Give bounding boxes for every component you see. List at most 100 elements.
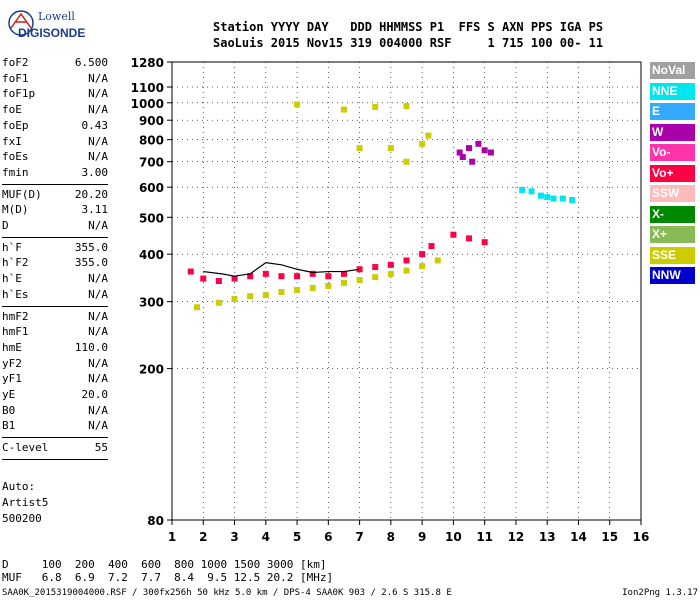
echo-point — [387, 145, 394, 152]
param-value: 20.20 — [74, 187, 108, 201]
param-value: N/A — [88, 71, 108, 85]
auto-label: Auto: — [2, 480, 36, 493]
echo-point — [340, 270, 347, 277]
echo-point — [403, 158, 410, 165]
footer-distance: D 100 200 400 600 800 1000 1500 3000 [km… — [2, 558, 327, 571]
param-value: 355.0 — [74, 256, 108, 270]
x-tick-label: 16 — [633, 530, 650, 544]
param-row: foF1p N/A — [2, 87, 108, 103]
echo-point — [262, 292, 269, 299]
echo-point — [340, 106, 347, 113]
param-row: hmF1 N/A — [2, 325, 108, 341]
y-tick-label: 600 — [139, 181, 164, 195]
echo-point — [481, 147, 488, 154]
param-value: N/A — [88, 87, 108, 101]
echo-point — [475, 140, 482, 147]
y-tick-label: 80 — [147, 514, 164, 528]
param-value: N/A — [88, 403, 108, 417]
param-row: yE 20.0 — [2, 388, 108, 404]
x-tick-label: 9 — [418, 530, 426, 544]
axis-ticks: 1 2 3 4 5 6 7 8 9 10 11 12 13 14 15 1680200300400500600… — [131, 56, 650, 544]
x-tick-label: 7 — [355, 530, 363, 544]
param-value: 3.00 — [81, 165, 109, 179]
echo-point — [403, 267, 410, 274]
echo-point — [262, 270, 269, 277]
echo-point — [559, 195, 566, 202]
y-tick-label: 900 — [139, 114, 164, 128]
legend-item: X+ — [650, 226, 695, 243]
param-separator — [2, 183, 108, 185]
y-tick-label: 400 — [139, 248, 164, 262]
echo-point — [294, 286, 301, 293]
param-value: 20.0 — [81, 388, 109, 401]
y-tick-label: 500 — [139, 211, 164, 225]
param-name: MUF(D) — [2, 187, 42, 201]
echo-point — [294, 273, 301, 280]
param-row: fmin 3.00 — [2, 166, 108, 182]
x-tick-label: 12 — [508, 530, 525, 544]
legend-item: Vo+ — [650, 164, 695, 182]
antenna-icon — [8, 10, 34, 36]
param-name: foF1 — [2, 71, 29, 85]
param-row: foEs N/A — [2, 150, 108, 166]
echo-point — [294, 101, 301, 108]
y-tick-label: 300 — [139, 296, 164, 310]
echo-point — [200, 275, 207, 282]
param-row: h`F 355.0 — [2, 241, 108, 257]
echo-point — [231, 275, 238, 282]
echo-point — [309, 284, 316, 291]
echo-point — [537, 192, 544, 199]
param-name: foF2 — [2, 56, 29, 69]
echo-point — [425, 132, 432, 139]
param-name: fmin — [2, 165, 29, 179]
param-name: h`Es — [2, 287, 29, 301]
logo-line2: DIGISONDE — [18, 26, 86, 40]
param-value: N/A — [88, 309, 108, 323]
echo-point — [528, 188, 535, 195]
param-name: foF1p — [2, 87, 36, 101]
x-tick-label: 11 — [476, 530, 493, 544]
echo-point — [487, 149, 494, 156]
param-value: N/A — [88, 325, 108, 339]
echo-point — [544, 194, 551, 201]
echo-point — [247, 293, 254, 300]
param-row: h`E N/A — [2, 272, 108, 288]
param-value: N/A — [88, 150, 108, 164]
echo-point — [356, 145, 363, 152]
param-value: N/A — [88, 134, 108, 148]
x-tick-label: 3 — [230, 530, 238, 544]
legend-item: W — [650, 123, 695, 141]
y-tick-label: 200 — [139, 363, 164, 377]
param-value: N/A — [88, 372, 108, 386]
param-value: N/A — [88, 419, 108, 433]
scaled-trace-line — [203, 261, 360, 277]
x-tick-label: 15 — [601, 530, 618, 544]
param-row: M(D) 3.11 — [2, 203, 108, 219]
echo-point — [456, 149, 463, 156]
legend-item: E — [650, 103, 695, 120]
echo-point — [419, 140, 426, 147]
echo-point — [403, 257, 410, 264]
param-row: yF1 N/A — [2, 372, 108, 388]
echo-point — [325, 282, 332, 289]
param-name: fxI — [2, 134, 22, 148]
param-value: N/A — [88, 287, 108, 301]
param-separator — [2, 236, 108, 238]
legend-item: SSE — [650, 246, 695, 264]
echo-point — [403, 103, 410, 110]
echo-point — [428, 243, 435, 250]
param-separator — [2, 437, 108, 439]
param-row: foEp 0.43 — [2, 119, 108, 135]
digisonde-logo: Lowell DIGISONDE — [6, 8, 101, 48]
legend-item: NNE — [650, 82, 695, 100]
echo-point — [434, 257, 441, 264]
echo-point — [231, 295, 238, 302]
param-row: MUF(D) 20.20 — [2, 188, 108, 204]
param-name: h`F — [2, 240, 22, 254]
param-row: h`Es N/A — [2, 288, 108, 304]
echo-point — [215, 277, 222, 284]
echo-point — [372, 103, 379, 110]
echo-point — [194, 304, 201, 311]
echo-point — [550, 195, 557, 202]
